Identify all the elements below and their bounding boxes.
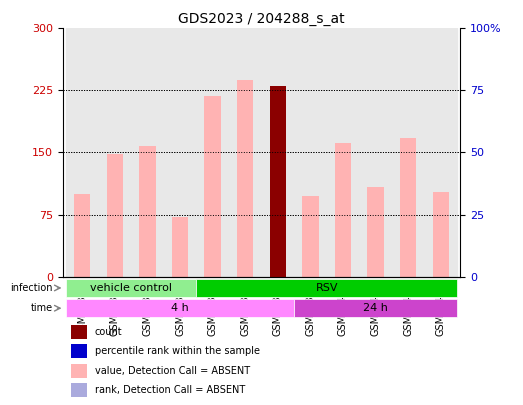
Bar [131,28,164,277]
Text: 4 h: 4 h [171,303,189,313]
Bar [302,196,319,277]
Bar [66,28,99,277]
Bar [400,138,416,277]
Bar [433,192,449,277]
Bar [237,80,253,277]
Bar [74,194,90,277]
Bar [164,28,196,277]
Bar [367,187,384,277]
Bar [294,28,327,277]
Bar [433,192,449,277]
Bar [107,154,123,277]
FancyBboxPatch shape [66,299,294,317]
FancyBboxPatch shape [294,299,457,317]
Bar [359,28,392,277]
Bar [302,196,319,277]
Bar [204,96,221,277]
Bar [172,217,188,277]
Bar [392,28,424,277]
Bar [237,80,253,277]
Text: 24 h: 24 h [363,303,388,313]
Text: RSV: RSV [315,283,338,293]
Bar [262,28,294,277]
Bar [71,383,87,397]
Bar [204,96,221,277]
Bar [71,325,87,339]
Text: count: count [95,327,122,337]
Bar [139,146,156,277]
Bar [139,146,156,277]
Bar [270,86,286,277]
Bar [99,28,131,277]
Text: percentile rank within the sample: percentile rank within the sample [95,346,259,356]
Bar [335,143,351,277]
FancyBboxPatch shape [196,279,457,297]
Title: GDS2023 / 204288_s_at: GDS2023 / 204288_s_at [178,12,345,26]
Text: value, Detection Call = ABSENT: value, Detection Call = ABSENT [95,366,249,375]
Bar [367,187,384,277]
Bar [74,194,90,277]
Bar [400,138,416,277]
Text: rank, Detection Call = ABSENT: rank, Detection Call = ABSENT [95,385,245,395]
Bar [71,344,87,358]
Bar [196,28,229,277]
FancyBboxPatch shape [66,279,196,297]
Bar [335,143,351,277]
Bar [270,86,286,277]
Bar [327,28,359,277]
Bar [107,154,123,277]
Bar [229,28,262,277]
Bar [424,28,457,277]
Text: infection: infection [10,283,53,293]
Bar [172,217,188,277]
Text: vehicle control: vehicle control [90,283,172,293]
Bar [71,364,87,377]
Text: time: time [31,303,53,313]
